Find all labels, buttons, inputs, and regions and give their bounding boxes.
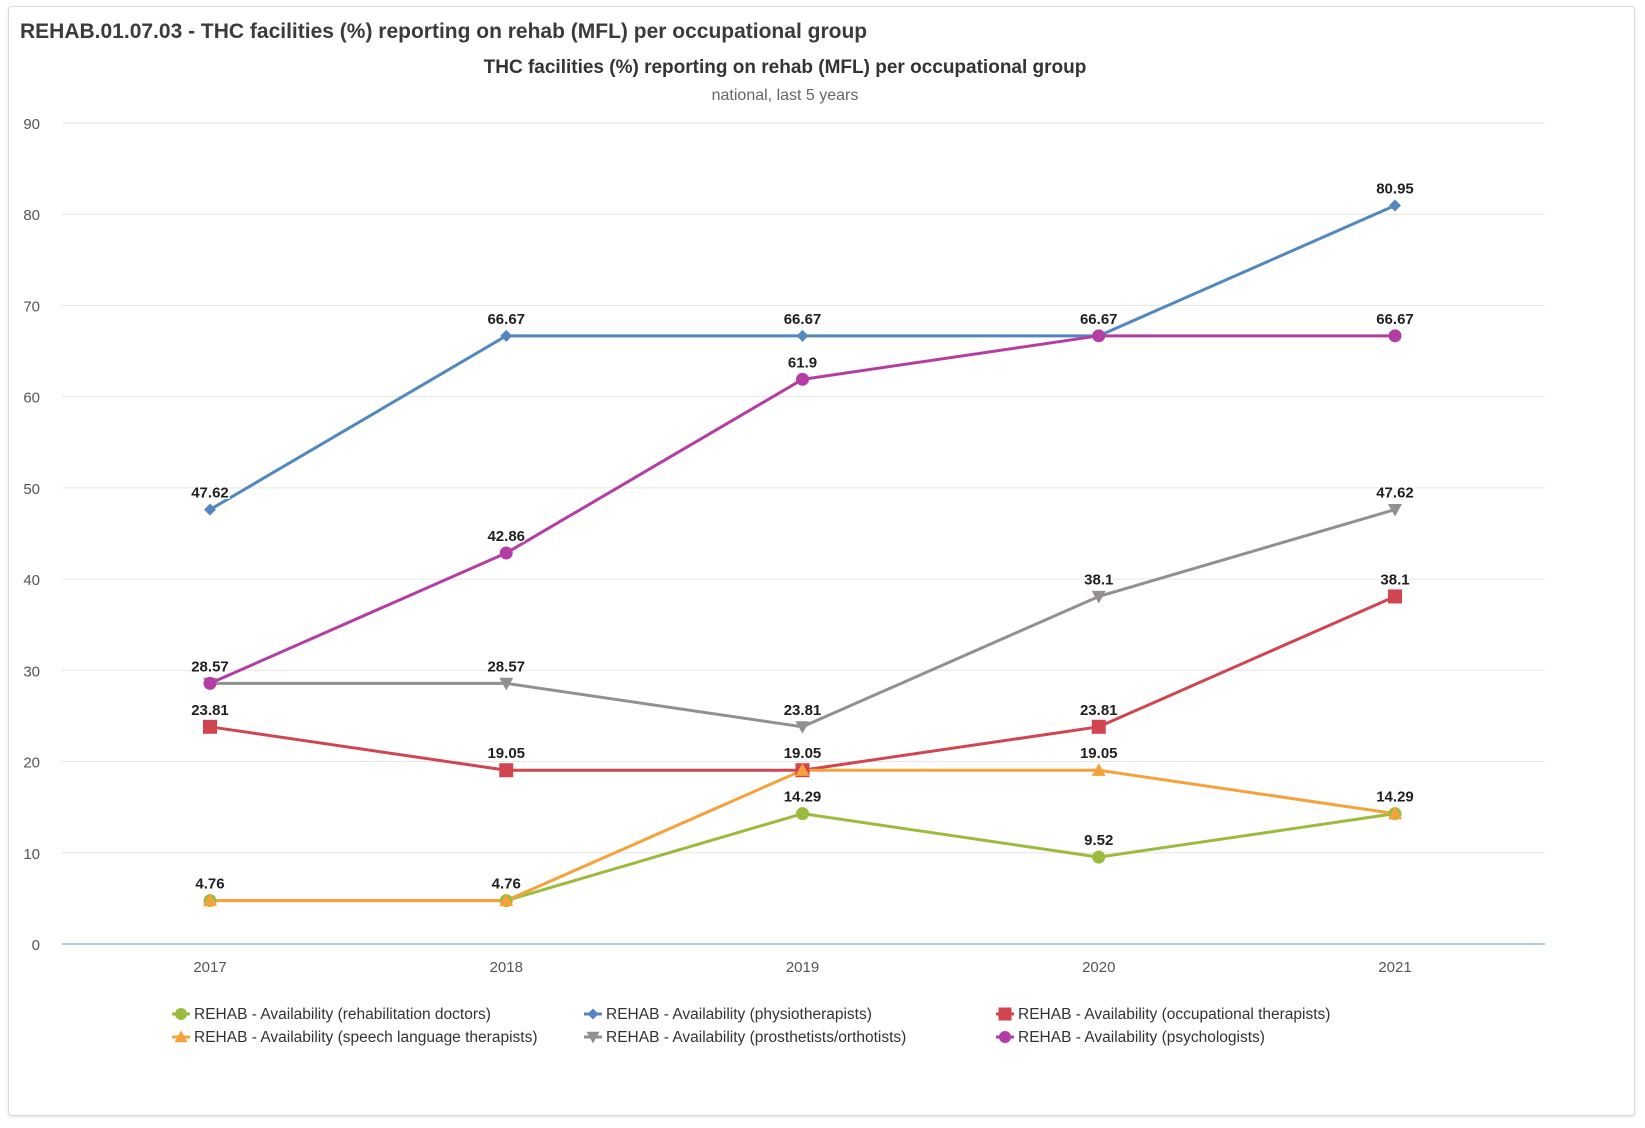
legend-marker: [174, 1030, 188, 1043]
series-line: [209, 334, 1395, 685]
data-point: [500, 329, 513, 342]
chart-subtitle: national, last 5 years: [712, 87, 859, 104]
data-label: 19.05: [1080, 745, 1118, 762]
x-tick-label: 2020: [1082, 959, 1115, 976]
data-label: 66.67: [487, 311, 525, 328]
data-label: 9.52: [1084, 832, 1113, 849]
data-point: [796, 372, 809, 386]
legend-item[interactable]: REHAB - Availability (psychologists): [996, 1029, 1265, 1046]
y-tick-label: 0: [32, 937, 40, 954]
data-label: 66.67: [1376, 311, 1414, 328]
data-label: 80.95: [1376, 181, 1414, 198]
data-point: [499, 677, 514, 691]
legend-item[interactable]: REHAB - Availability (rehabilitation doc…: [172, 1006, 491, 1023]
data-label: 61.9: [788, 354, 817, 371]
data-point: [1091, 719, 1106, 734]
data-label: 19.05: [784, 745, 822, 762]
data-point: [1388, 503, 1402, 517]
y-tick-label: 60: [23, 390, 40, 407]
legend-label: REHAB - Availability (speech language th…: [194, 1029, 537, 1046]
data-point: [796, 329, 809, 342]
data-point: [795, 721, 810, 734]
data-label: 23.81: [784, 702, 822, 719]
data-point: [1388, 806, 1402, 820]
chart-panel: [8, 6, 1635, 1116]
data-point: [1389, 199, 1401, 212]
data-label: 66.67: [784, 311, 822, 328]
data-point: [203, 893, 217, 907]
data-label: 19.05: [784, 745, 822, 762]
legend-label: REHAB - Availability (rehabilitation doc…: [194, 1006, 491, 1023]
data-label: 4.76: [195, 876, 224, 893]
y-tick-label: 70: [23, 298, 40, 315]
x-tick-label: 2018: [490, 959, 523, 976]
series-line: [210, 812, 1396, 903]
data-point: [499, 546, 513, 560]
data-point: [1091, 590, 1106, 604]
y-tick-label: 40: [23, 572, 40, 589]
legend-marker: [998, 1007, 1012, 1021]
legend-item[interactable]: REHAB - Availability (speech language th…: [172, 1029, 537, 1046]
data-label: 28.57: [487, 658, 525, 675]
data-label: 4.76: [492, 876, 521, 893]
data-label: 23.81: [191, 702, 229, 719]
data-label: 66.67: [1080, 311, 1118, 328]
data-point: [203, 719, 217, 734]
data-point: [499, 893, 514, 907]
data-label: 42.86: [487, 528, 525, 545]
data-label: 38.1: [1084, 571, 1113, 588]
data-point: [796, 807, 809, 821]
data-point: [795, 763, 810, 776]
data-point: [1092, 329, 1106, 343]
y-tick-label: 30: [23, 663, 40, 680]
data-label: 47.62: [191, 485, 229, 502]
legend-label: REHAB - Availability (psychologists): [1018, 1029, 1265, 1046]
y-tick-label: 20: [23, 755, 40, 772]
legend-label: REHAB - Availability (physiotherapists): [606, 1006, 872, 1023]
data-label: 47.62: [1376, 485, 1414, 502]
y-tick-label: 80: [23, 207, 40, 224]
data-label: 14.29: [784, 789, 822, 806]
data-point: [204, 503, 216, 516]
legend-label: REHAB - Availability (occupational thera…: [1018, 1006, 1330, 1023]
data-point: [1388, 589, 1402, 604]
data-label: 28.57: [191, 658, 229, 675]
legend-label: REHAB - Availability (prosthetists/ortho…: [606, 1029, 906, 1046]
x-tick-label: 2017: [193, 959, 226, 976]
data-point: [1091, 763, 1106, 776]
y-tick-label: 90: [23, 116, 40, 133]
x-tick-label: 2021: [1378, 959, 1411, 976]
series-line: [210, 508, 1396, 729]
data-point: [499, 763, 514, 778]
legend-marker: [999, 1031, 1011, 1043]
data-label: 38.1: [1380, 571, 1409, 588]
data-label: 23.81: [1080, 702, 1118, 719]
data-point: [1092, 850, 1106, 864]
legend-marker: [175, 1008, 187, 1020]
x-tick-label: 2019: [786, 959, 819, 976]
y-tick-label: 50: [23, 481, 40, 498]
panel-title: REHAB.01.07.03 - THC facilities (%) repo…: [20, 20, 868, 43]
legend-item[interactable]: REHAB - Availability (physiotherapists): [584, 1006, 872, 1023]
legend-item[interactable]: REHAB - Availability (prosthetists/ortho…: [584, 1029, 906, 1046]
legend-marker: [586, 1031, 600, 1044]
y-tick-label: 10: [23, 846, 40, 863]
data-point: [203, 676, 217, 690]
data-label: 19.05: [487, 745, 525, 762]
legend-item[interactable]: REHAB - Availability (occupational thera…: [996, 1006, 1330, 1023]
data-label: 14.29: [1376, 789, 1414, 806]
legend-marker: [587, 1008, 599, 1020]
chart-title: THC facilities (%) reporting on rehab (M…: [484, 57, 1087, 78]
data-point: [1388, 329, 1402, 343]
